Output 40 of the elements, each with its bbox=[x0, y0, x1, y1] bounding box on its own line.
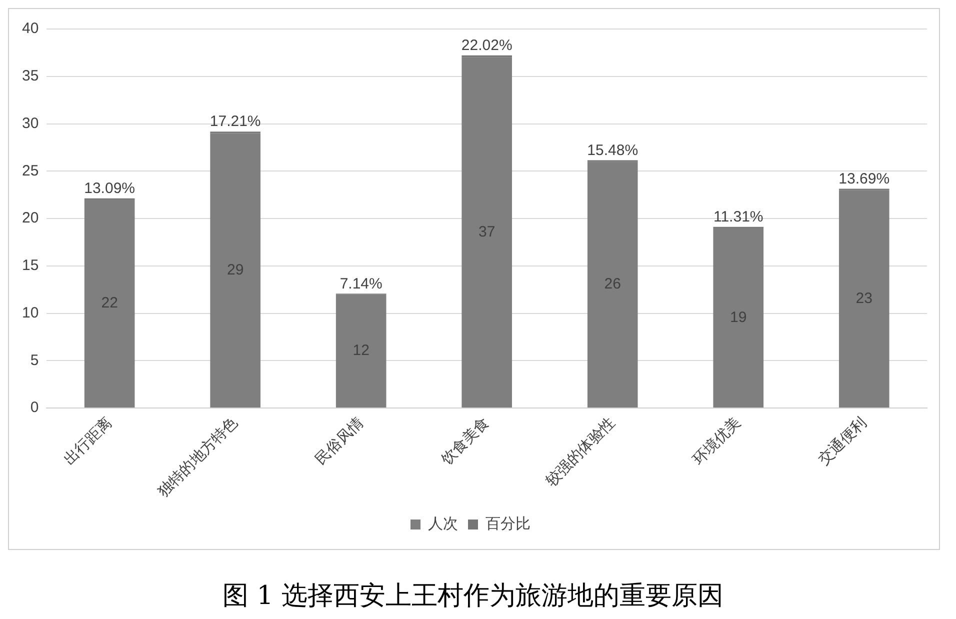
data-label: 11.31% bbox=[713, 208, 764, 226]
data-label: 13.09% bbox=[84, 180, 135, 197]
legend-label: 百分比 bbox=[486, 516, 530, 533]
data-label: 22.02% bbox=[461, 36, 512, 54]
x-tick-label: 饮食美食 bbox=[437, 414, 493, 470]
text: 图 1 选择西安上王村作为旅游地的重要原因 bbox=[221, 580, 725, 613]
y-tick-label: 25 bbox=[22, 162, 39, 180]
y-tick-label: 40 bbox=[22, 20, 39, 38]
y-tick-label: 5 bbox=[30, 352, 39, 369]
y-tick-label: 10 bbox=[22, 304, 39, 322]
legend-label: 人次 bbox=[428, 516, 458, 533]
x-tick-label: 环境优美 bbox=[690, 414, 744, 469]
data-label: 12 bbox=[352, 342, 370, 360]
bar bbox=[336, 294, 386, 408]
x-tick-label: 较强的体验性 bbox=[542, 414, 618, 490]
y-tick-label: 0 bbox=[30, 399, 39, 416]
bar bbox=[210, 133, 260, 408]
data-label: 15.48% bbox=[587, 142, 638, 159]
data-label: 19 bbox=[730, 308, 747, 326]
bar bbox=[84, 200, 135, 408]
x-tick-label: 民俗风情 bbox=[312, 414, 367, 469]
data-label: 13.69% bbox=[838, 170, 890, 188]
y-tick-label: 20 bbox=[22, 210, 39, 227]
data-label: 23 bbox=[856, 290, 872, 307]
bar bbox=[462, 57, 512, 408]
bar bbox=[713, 228, 764, 408]
bar bbox=[838, 190, 890, 408]
bar bbox=[587, 162, 638, 408]
x-tick-label: 交通便利 bbox=[815, 414, 870, 469]
y-tick-label: 30 bbox=[22, 114, 39, 132]
x-tick-label: 出行距离 bbox=[60, 414, 116, 469]
x-tick-label: 独特的地方特色 bbox=[154, 414, 242, 500]
y-tick-label: 35 bbox=[22, 68, 39, 85]
data-label: 37 bbox=[478, 224, 496, 241]
data-label: 26 bbox=[604, 276, 621, 293]
data-label: 7.14% bbox=[340, 275, 382, 292]
data-label: 17.21% bbox=[210, 113, 261, 130]
data-label: 29 bbox=[226, 262, 244, 279]
data-label: 22 bbox=[101, 294, 118, 312]
y-tick-label: 15 bbox=[22, 257, 39, 274]
